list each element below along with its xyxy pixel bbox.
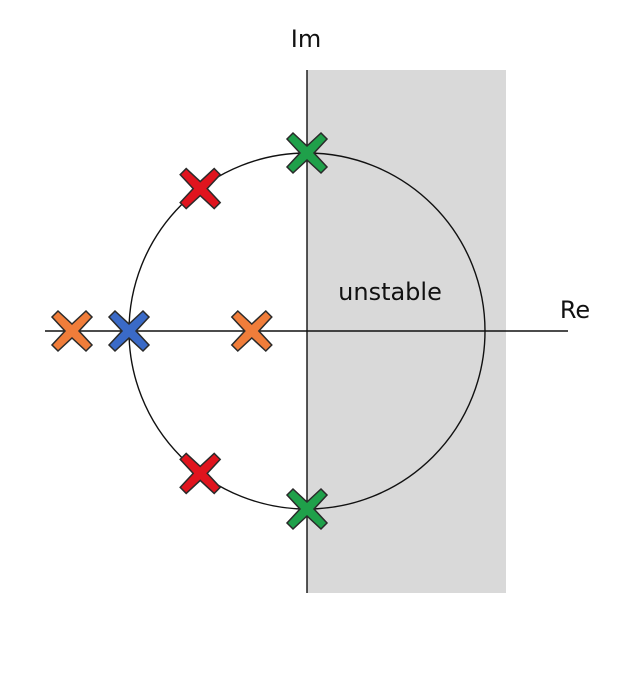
pole-orange-inner-marker <box>230 309 273 353</box>
pole-red-upper-marker <box>179 167 222 210</box>
pole-green-bottom-marker <box>285 487 329 531</box>
pole-orange-outer-marker <box>50 309 94 353</box>
pole-green-top-marker <box>285 131 329 175</box>
pole-blue-left-marker <box>107 309 151 353</box>
real-axis-label: Re <box>560 296 590 324</box>
pole-red-lower-marker <box>179 452 222 495</box>
imaginary-axis-label: Im <box>291 25 321 53</box>
unstable-region-label: unstable <box>338 278 442 306</box>
pole-markers <box>50 131 329 531</box>
